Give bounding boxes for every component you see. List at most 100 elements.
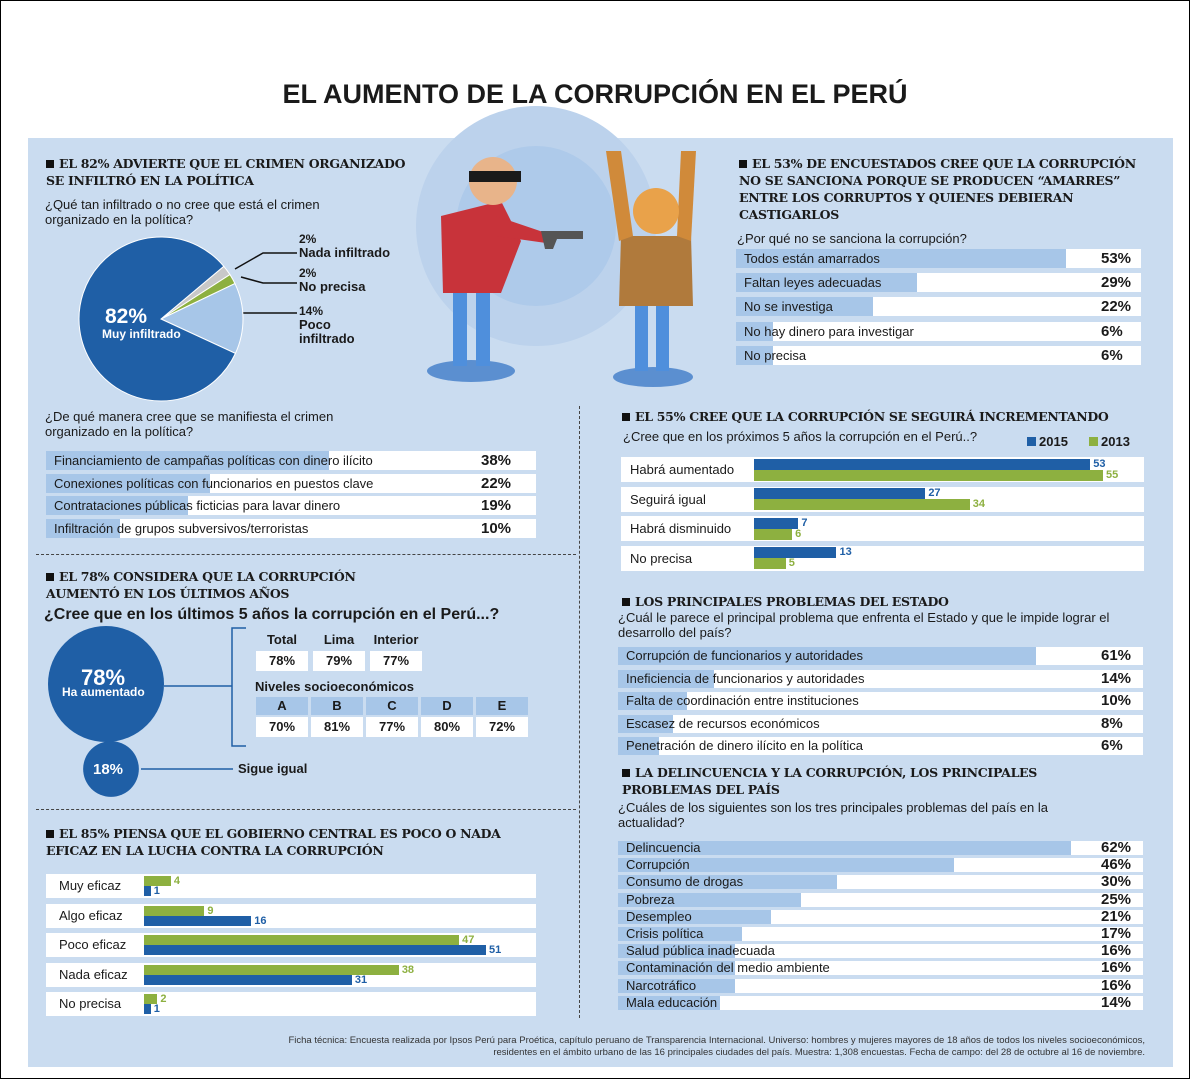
bar <box>736 297 873 317</box>
arm <box>677 151 696 241</box>
row-bg <box>618 961 1143 976</box>
value-label: 8% <box>1101 714 1123 732</box>
bar-label: No se investiga <box>744 299 833 315</box>
value-label: 51 <box>489 944 502 956</box>
bar <box>736 321 774 341</box>
table-cell <box>256 717 308 737</box>
table-header: D <box>442 698 452 713</box>
table-header: Lima <box>323 632 355 647</box>
bar-label: Narcotráfico <box>626 977 697 993</box>
pie-slice <box>78 236 237 402</box>
bar-label: No precisa <box>59 996 122 1011</box>
bar-label: Muy eficaz <box>59 878 122 893</box>
connectors <box>141 627 246 770</box>
bar <box>618 858 955 873</box>
bar <box>618 927 743 941</box>
bubble <box>83 741 139 797</box>
table-cell <box>311 717 363 737</box>
table-value: 77% <box>378 719 406 734</box>
leader-line <box>240 276 297 284</box>
illustration <box>416 106 696 387</box>
bar <box>736 345 774 365</box>
bar <box>754 458 1091 470</box>
bar <box>736 249 1066 268</box>
table-header-cell <box>311 697 363 715</box>
bar <box>618 875 838 890</box>
bar <box>618 647 1036 665</box>
row-bg <box>618 737 1143 755</box>
table-header-cell <box>366 697 418 715</box>
arm <box>496 216 546 243</box>
bar-label: Seguirá igual <box>630 491 706 507</box>
bar-label: Crisis política <box>626 926 704 941</box>
row-bg <box>736 345 1141 365</box>
bar-label: Poco eficaz <box>59 937 127 952</box>
bar <box>754 558 786 569</box>
table-header: A <box>277 698 287 713</box>
slice-label: Poco infiltrado <box>299 317 355 346</box>
bar <box>618 961 735 976</box>
table-value: 81% <box>323 719 351 734</box>
head <box>633 188 679 234</box>
value-label: 1 <box>153 1003 160 1015</box>
leg <box>635 301 648 371</box>
pie-slice <box>159 282 244 355</box>
bar-label: Consumo de drogas <box>626 874 744 890</box>
bar <box>754 528 793 540</box>
row-bg <box>621 516 1144 541</box>
row-bg <box>46 874 536 898</box>
value-label: 16% <box>1101 959 1132 977</box>
value-label: 13 <box>839 546 852 558</box>
legend-swatch <box>1027 437 1036 446</box>
bar <box>754 547 837 558</box>
section-title: EL 85% PIENSA QUE EL GOBIERNO CENTRAL ES… <box>46 825 516 859</box>
leg <box>476 286 490 366</box>
bar-label: Corrupción <box>626 857 690 873</box>
value-label: 29% <box>1101 274 1132 292</box>
value-label: 19% <box>481 497 512 514</box>
value-label: 17% <box>1101 925 1132 942</box>
main-title: EL AUMENTO DE LA CORRUPCIÓN EN EL PERÚ <box>282 79 908 109</box>
value-label: 6% <box>1101 322 1123 340</box>
row-bg <box>46 518 536 538</box>
bar <box>618 944 735 959</box>
value-label: 9 <box>207 904 214 917</box>
bar <box>144 935 460 945</box>
row-bg <box>618 669 1143 688</box>
bar <box>46 473 210 493</box>
value-label: 25% <box>1101 890 1132 908</box>
divider <box>579 406 580 1018</box>
bar <box>736 273 917 293</box>
value-label: 16 <box>254 914 267 927</box>
bar <box>144 974 352 985</box>
table-header-cell <box>256 697 308 715</box>
table-cell <box>313 651 365 671</box>
subtitle: ¿Por qué no se sanciona la corrupción? <box>737 231 967 246</box>
bar-label: Pobreza <box>626 891 675 907</box>
table-header: E <box>497 698 507 713</box>
row-bg <box>618 944 1143 959</box>
bar <box>618 995 721 1010</box>
table-subheader: Niveles socioeconómicos <box>255 679 414 694</box>
bar <box>144 886 151 896</box>
value-label: 21% <box>1101 907 1132 925</box>
bar <box>618 692 687 710</box>
bar <box>46 518 121 538</box>
value-label: 6% <box>1101 737 1123 754</box>
bar-label: Algo eficaz <box>59 907 123 923</box>
bar <box>754 499 970 510</box>
bar <box>618 714 673 733</box>
table-header-cell <box>421 697 473 715</box>
bubble-value: 78% <box>81 665 126 690</box>
bar-label: Ineficiencia de funcionarios y autoridad… <box>626 670 865 686</box>
blindfold <box>469 171 521 182</box>
section-title: LOS PRINCIPALES PROBLEMAS DEL ESTADO <box>622 593 1122 610</box>
legend-swatch <box>1089 437 1098 446</box>
bar-label: Conexiones políticas con funcionarios en… <box>54 475 374 491</box>
value-label: 14% <box>1101 993 1132 1011</box>
bar <box>144 994 158 1004</box>
bar-label: Faltan leyes adecuadas <box>744 275 882 291</box>
value-label: 31 <box>354 973 368 986</box>
value-label: 4 <box>173 875 180 887</box>
